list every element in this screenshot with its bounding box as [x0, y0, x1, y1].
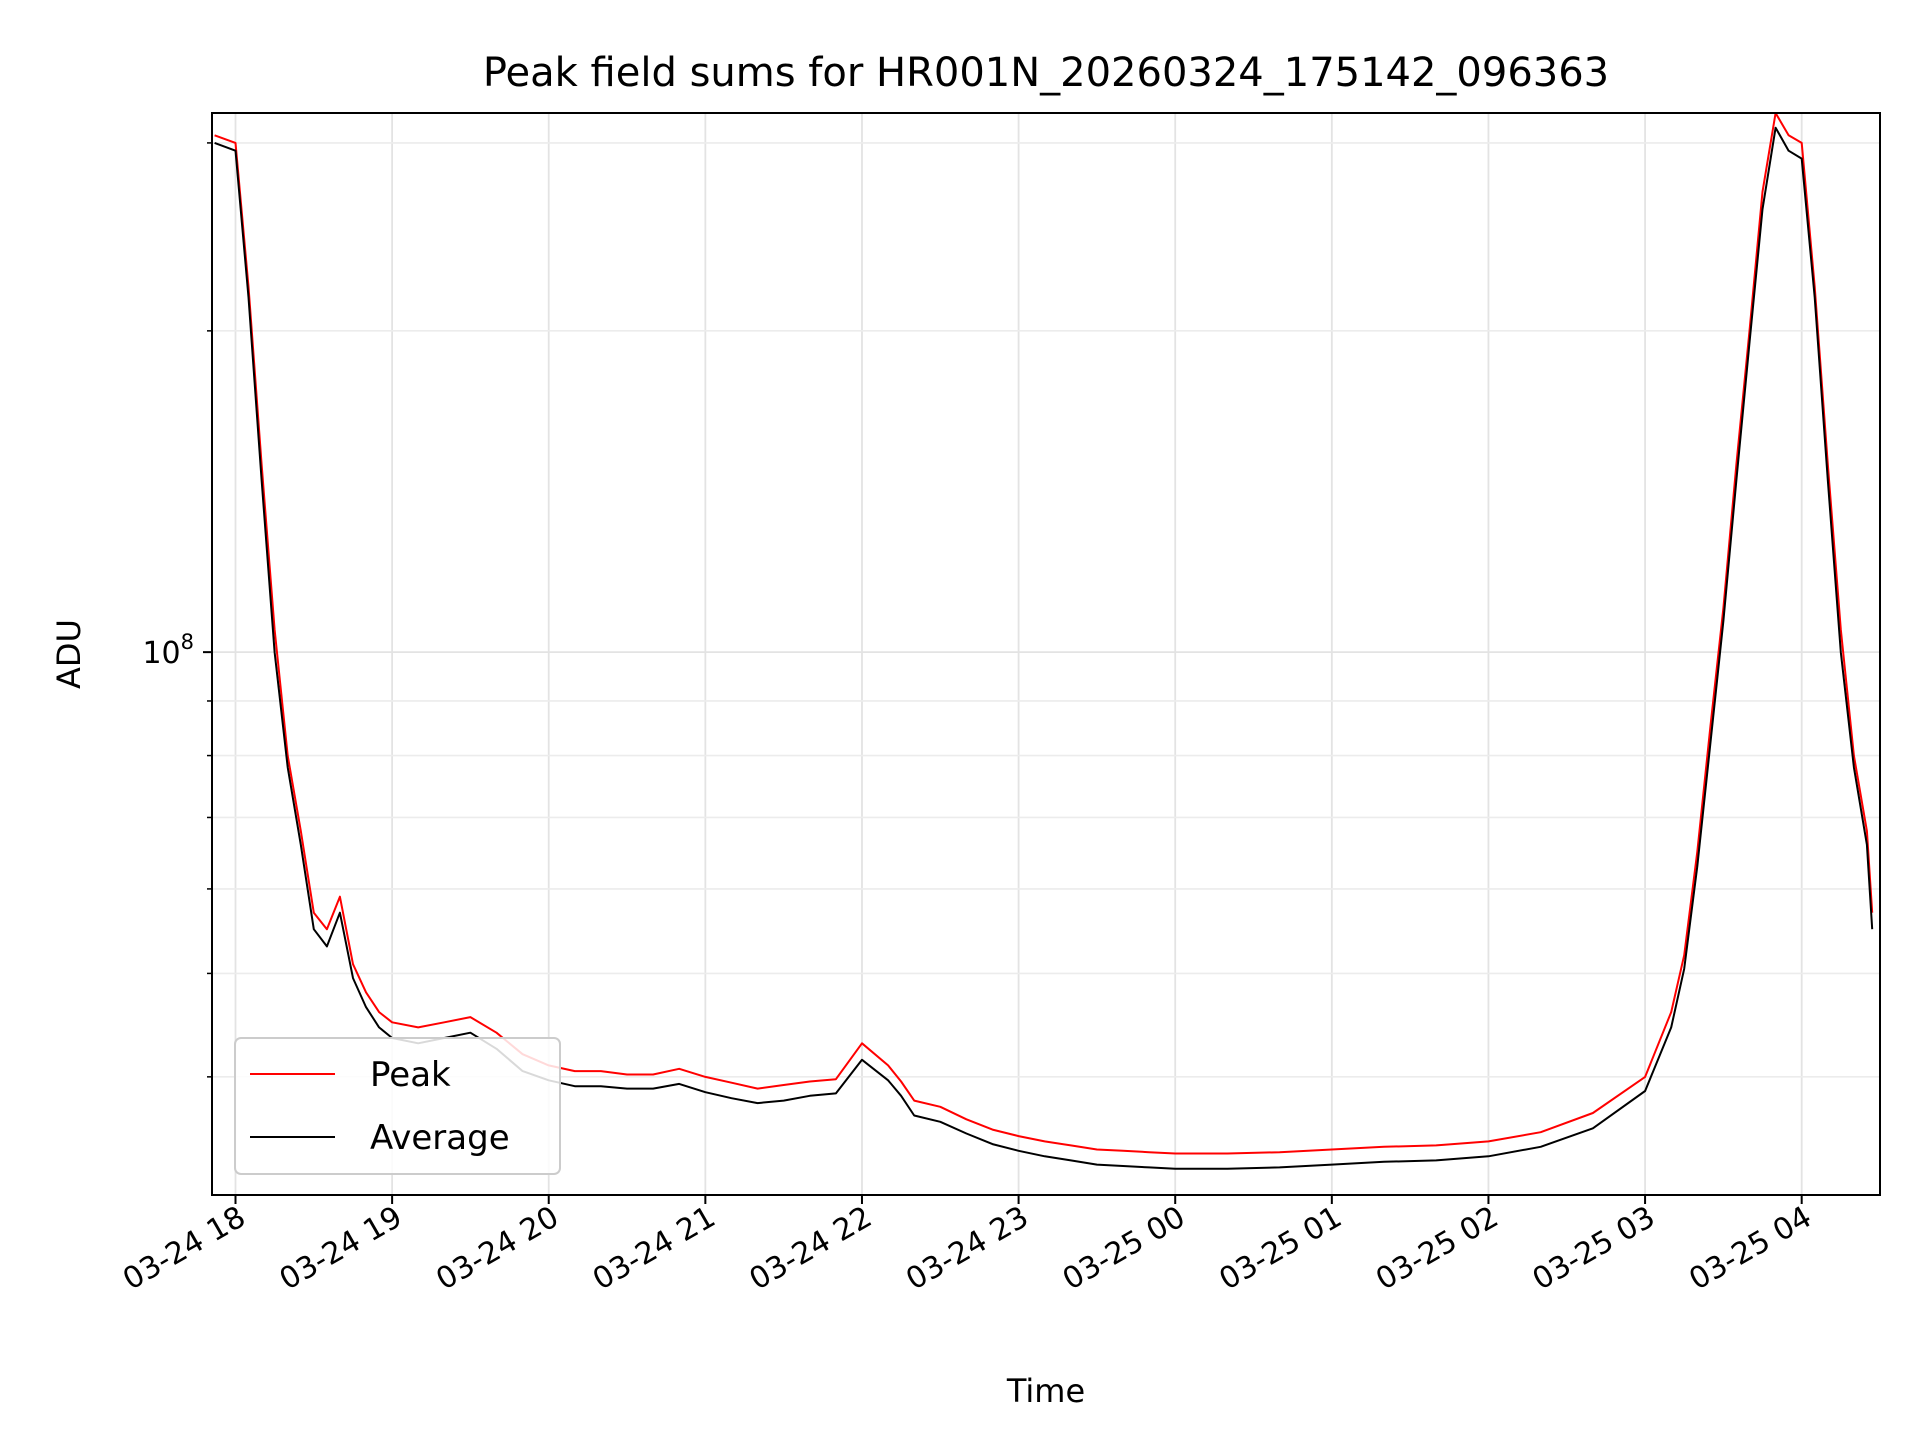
y-axis: 108 — [142, 142, 212, 1078]
chart-title: Peak field sums for HR001N_20260324_1751… — [483, 50, 1609, 96]
y-axis-label: ADU — [50, 619, 88, 689]
series-layer — [214, 113, 1874, 1170]
series-line-average — [214, 126, 1874, 1170]
y-tick-label: 108 — [142, 630, 194, 671]
x-axis-label: Time — [1006, 1372, 1085, 1410]
legend-label-average: Average — [370, 1118, 510, 1158]
grid-lines — [212, 113, 1880, 1195]
plot-frame — [211, 112, 1881, 1196]
legend-label-peak: Peak — [370, 1055, 451, 1095]
series-line-peak — [214, 113, 1874, 1155]
legend-box — [234, 1037, 561, 1175]
legend: Peak Average — [234, 1037, 561, 1175]
